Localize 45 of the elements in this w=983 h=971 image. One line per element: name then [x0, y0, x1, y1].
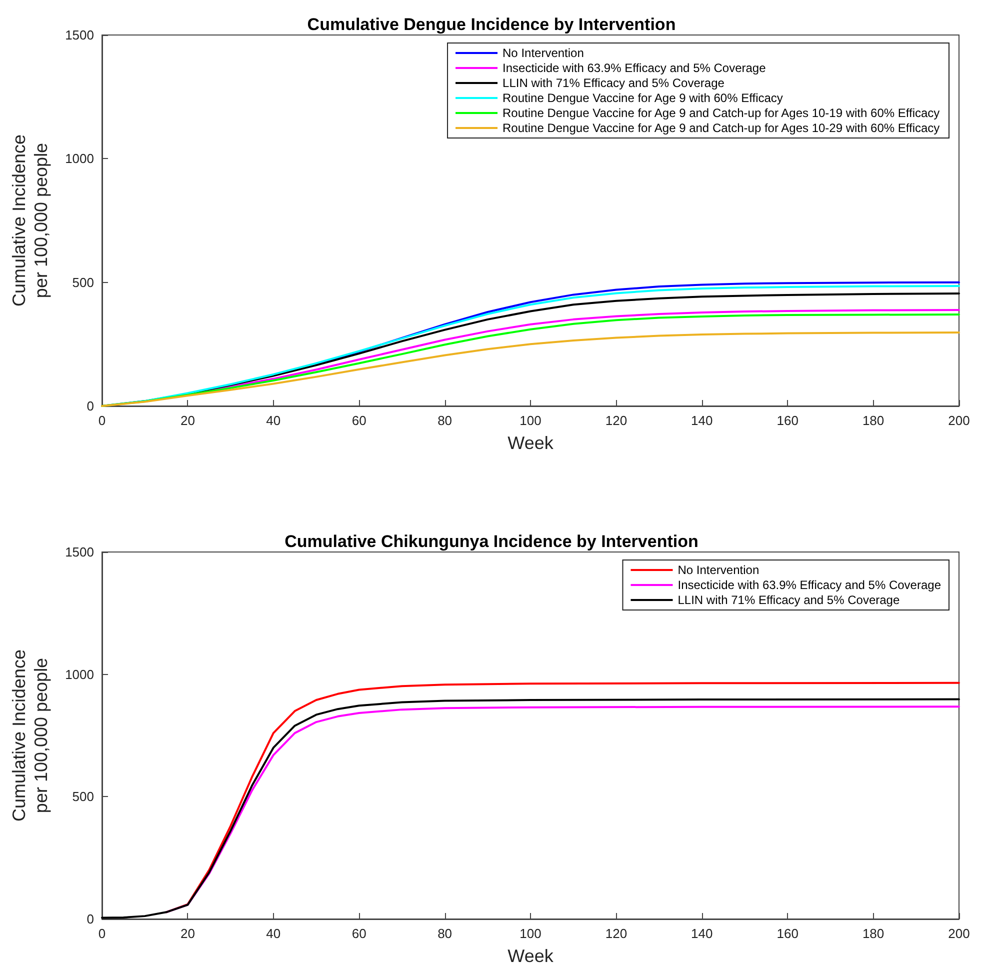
chart-title: Cumulative Chikungunya Incidence by Intervention [284, 532, 698, 551]
legend-label: Routine Dengue Vaccine for Age 9 and Catch-up for Ages 10-29 with 60% Efficacy [502, 121, 940, 135]
x-tick-label: 100 [520, 413, 542, 428]
legend-label: Routine Dengue Vaccine for Age 9 with 60% Efficacy [502, 91, 783, 105]
y-tick-label: 1000 [65, 666, 94, 682]
x-tick-label: 200 [948, 926, 970, 941]
y-tick-label: 500 [72, 789, 94, 804]
x-tick-label: 20 [180, 413, 195, 428]
x-tick-label: 100 [520, 926, 542, 941]
y-tick-label: 0 [86, 398, 94, 414]
x-tick-label: 180 [862, 926, 884, 941]
legend-label: No Intervention [678, 563, 760, 577]
legend-label: Insecticide with 63.9% Efficacy and 5% Coverage [502, 61, 766, 75]
y-axis-title: Cumulative Incidence per 100,000 people [9, 649, 51, 822]
x-tick-label: 60 [352, 413, 366, 428]
x-tick-label: 0 [98, 926, 106, 941]
x-axis-title: Week [508, 433, 554, 453]
legend-label: LLIN with 71% Efficacy and 5% Coverage [678, 593, 900, 607]
y-tick-label: 1000 [65, 151, 94, 166]
y-tick-label: 500 [72, 274, 94, 290]
x-tick-label: 80 [438, 413, 452, 428]
x-tick-label: 60 [352, 926, 366, 941]
legend-label: LLIN with 71% Efficacy and 5% Coverage [502, 76, 725, 90]
x-tick-label: 180 [862, 413, 884, 428]
legend-label: Insecticide with 63.9% Efficacy and 5% Coverage [678, 578, 942, 592]
x-tick-label: 80 [438, 926, 452, 941]
x-tick-label: 160 [776, 926, 798, 941]
y-tick-label: 1500 [65, 28, 94, 42]
x-tick-label: 140 [691, 926, 713, 941]
x-tick-label: 140 [691, 413, 713, 428]
legend-label: No Intervention [502, 46, 584, 60]
x-tick-label: 120 [605, 926, 628, 941]
x-tick-label: 120 [605, 413, 628, 428]
y-tick-label: 1500 [65, 544, 94, 560]
legend-label: Routine Dengue Vaccine for Age 9 and Catch-up for Ages 10-19 with 60% Efficacy [502, 106, 940, 120]
x-tick-label: 200 [948, 413, 970, 428]
y-axis-title: Cumulative Incidence per 100,000 people [9, 134, 51, 307]
chart-title: Cumulative Dengue Incidence by Intervention [307, 15, 676, 34]
x-tick-label: 160 [776, 413, 798, 428]
x-tick-label: 0 [98, 413, 106, 428]
x-tick-label: 20 [180, 926, 195, 941]
x-tick-label: 40 [266, 926, 281, 941]
y-tick-label: 0 [86, 912, 94, 926]
x-axis-title: Week [508, 946, 554, 966]
x-tick-label: 40 [266, 413, 281, 428]
